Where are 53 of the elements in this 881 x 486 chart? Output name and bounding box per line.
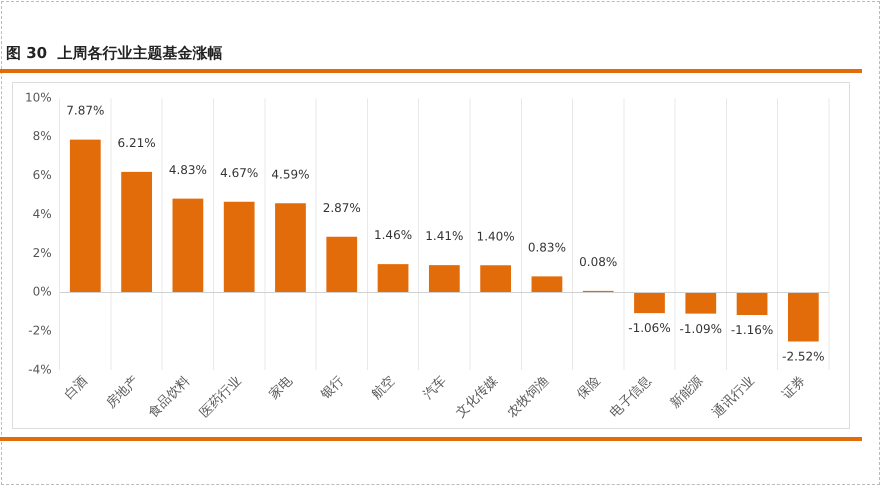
data-label: 7.87%	[66, 104, 104, 118]
x-tick-label: 电子信息	[607, 373, 655, 421]
bar	[736, 292, 768, 316]
x-tick-label: 航空	[369, 373, 398, 402]
bar	[224, 202, 255, 292]
y-tick-label: 8%	[32, 129, 52, 144]
data-label: -1.16%	[730, 323, 774, 338]
bar	[634, 292, 665, 314]
x-tick-label: 文化传媒	[453, 373, 501, 421]
chart-title: 图 30 上周各行业主题基金涨幅	[6, 44, 223, 63]
x-tick-label: 农牧饲渔	[504, 373, 552, 421]
bar	[685, 292, 716, 314]
bar	[532, 276, 562, 292]
data-label: 0.08%	[579, 255, 618, 270]
bar	[428, 265, 460, 292]
data-label: -1.06%	[628, 321, 671, 336]
bar	[378, 264, 408, 292]
x-tick-label: 白酒	[62, 373, 91, 402]
data-label: 6.21%	[118, 136, 156, 150]
bar	[326, 236, 358, 292]
y-tick-label: 10%	[25, 90, 52, 104]
data-label: 2.87%	[322, 200, 361, 215]
data-label: 4.67%	[220, 166, 258, 180]
x-tick-label: 食品饮料	[146, 373, 194, 421]
x-tick-label: 医药行业	[197, 373, 244, 421]
x-tick-label: 通讯行业	[710, 373, 758, 421]
x-tick-label: 汽车	[420, 373, 450, 402]
y-tick-label: -4%	[28, 362, 52, 376]
data-label: 1.41%	[425, 229, 464, 244]
bar	[172, 198, 204, 292]
y-tick-label: 2%	[32, 246, 52, 260]
data-label: 4.83%	[168, 162, 207, 177]
bar	[788, 292, 819, 342]
y-tick-label: -2%	[28, 323, 52, 338]
x-tick-label: 证券	[780, 373, 809, 402]
y-tick-label: 6%	[32, 168, 52, 182]
data-label: -2.52%	[782, 350, 825, 364]
data-label: 1.40%	[476, 229, 515, 244]
x-tick-label: 新能源	[668, 373, 706, 412]
data-label: 0.83%	[528, 240, 566, 254]
x-tick-label: 银行	[317, 373, 347, 404]
data-label: 1.46%	[374, 228, 412, 242]
y-tick-label: 4%	[32, 206, 52, 221]
bar	[275, 203, 306, 292]
bar	[121, 172, 152, 292]
x-tick-label: 房地产	[102, 372, 142, 412]
data-label: 4.59%	[271, 167, 310, 182]
bar	[70, 140, 101, 292]
y-tick-label: 0%	[32, 284, 52, 299]
bar	[480, 265, 512, 292]
x-tick-label: 保险	[574, 373, 604, 402]
data-label: -1.09%	[680, 322, 722, 336]
x-tick-label: 家电	[266, 372, 296, 402]
